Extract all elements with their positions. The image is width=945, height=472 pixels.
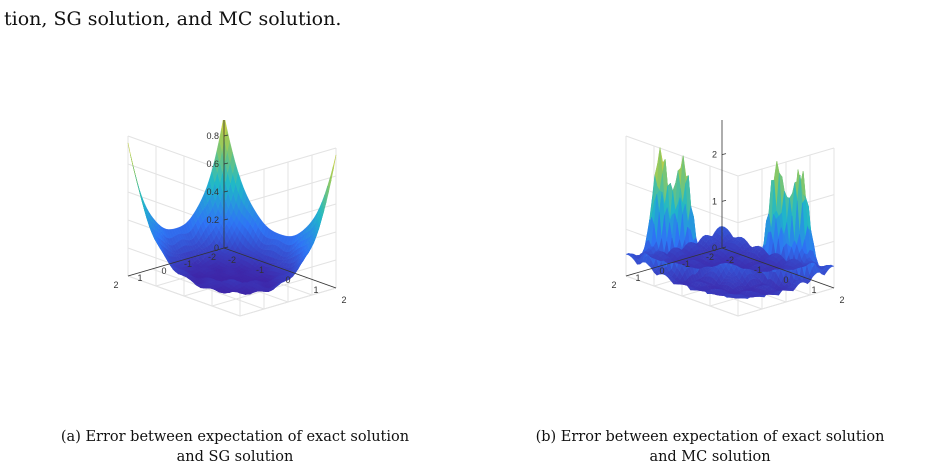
x-axis-line	[223, 247, 337, 289]
y-axis-line	[127, 247, 225, 277]
z-tick-label: 1	[712, 196, 717, 206]
y-axis-line	[625, 247, 723, 277]
figure-b-caption: (b) Error between expectation of exact s…	[475, 427, 945, 467]
x-tick-label: -1	[754, 265, 762, 275]
surface-mesh	[625, 147, 835, 299]
z-tick-label: 0.6	[206, 159, 219, 169]
y-tick-label: 0	[161, 266, 166, 276]
y-tick-label: -2	[706, 252, 714, 262]
z-tick-label: 0	[712, 243, 717, 253]
y-tick-label: 1	[137, 273, 142, 283]
y-tick-label: -1	[682, 259, 690, 269]
x-tick-label: 0	[285, 275, 290, 285]
x-tick-label: 1	[313, 285, 318, 295]
y-tick-label: 1	[635, 273, 640, 283]
x-tick-label: -2	[228, 255, 236, 265]
z-tick-label: 0.2	[206, 215, 219, 225]
surface-mesh	[127, 114, 337, 295]
x-tick-label: 1	[811, 285, 816, 295]
z-tick-label: 0.8	[206, 131, 219, 141]
x-tick-label: 0	[783, 275, 788, 285]
x-tick-label: -1	[256, 265, 264, 275]
figure-b-caption-line2: and MC solution	[649, 449, 771, 465]
body-text-fragment: tion, SG solution, and MC solution.	[4, 8, 342, 30]
y-tick-label: -2	[208, 252, 216, 262]
y-tick-label: 2	[113, 280, 118, 290]
x-axis-line	[721, 247, 835, 289]
x-tick-label: 2	[839, 295, 844, 305]
x-tick-label: -2	[726, 255, 734, 265]
z-tick-label: 0	[214, 243, 219, 253]
figure-a-caption: (a) Error between expectation of exact s…	[0, 427, 470, 467]
y-tick-label: -1	[184, 259, 192, 269]
figure-a-caption-line1: (a) Error between expectation of exact s…	[60, 429, 410, 445]
x-tick-label: 2	[341, 295, 346, 305]
figure-a-caption-line2: and SG solution	[176, 449, 294, 465]
z-tick-label: 0.4	[206, 187, 219, 197]
y-tick-label: 2	[611, 280, 616, 290]
z-tick-label: 2	[712, 150, 717, 160]
y-tick-label: 0	[659, 266, 664, 276]
figure-b-caption-line1: (b) Error between expectation of exact s…	[535, 429, 885, 445]
